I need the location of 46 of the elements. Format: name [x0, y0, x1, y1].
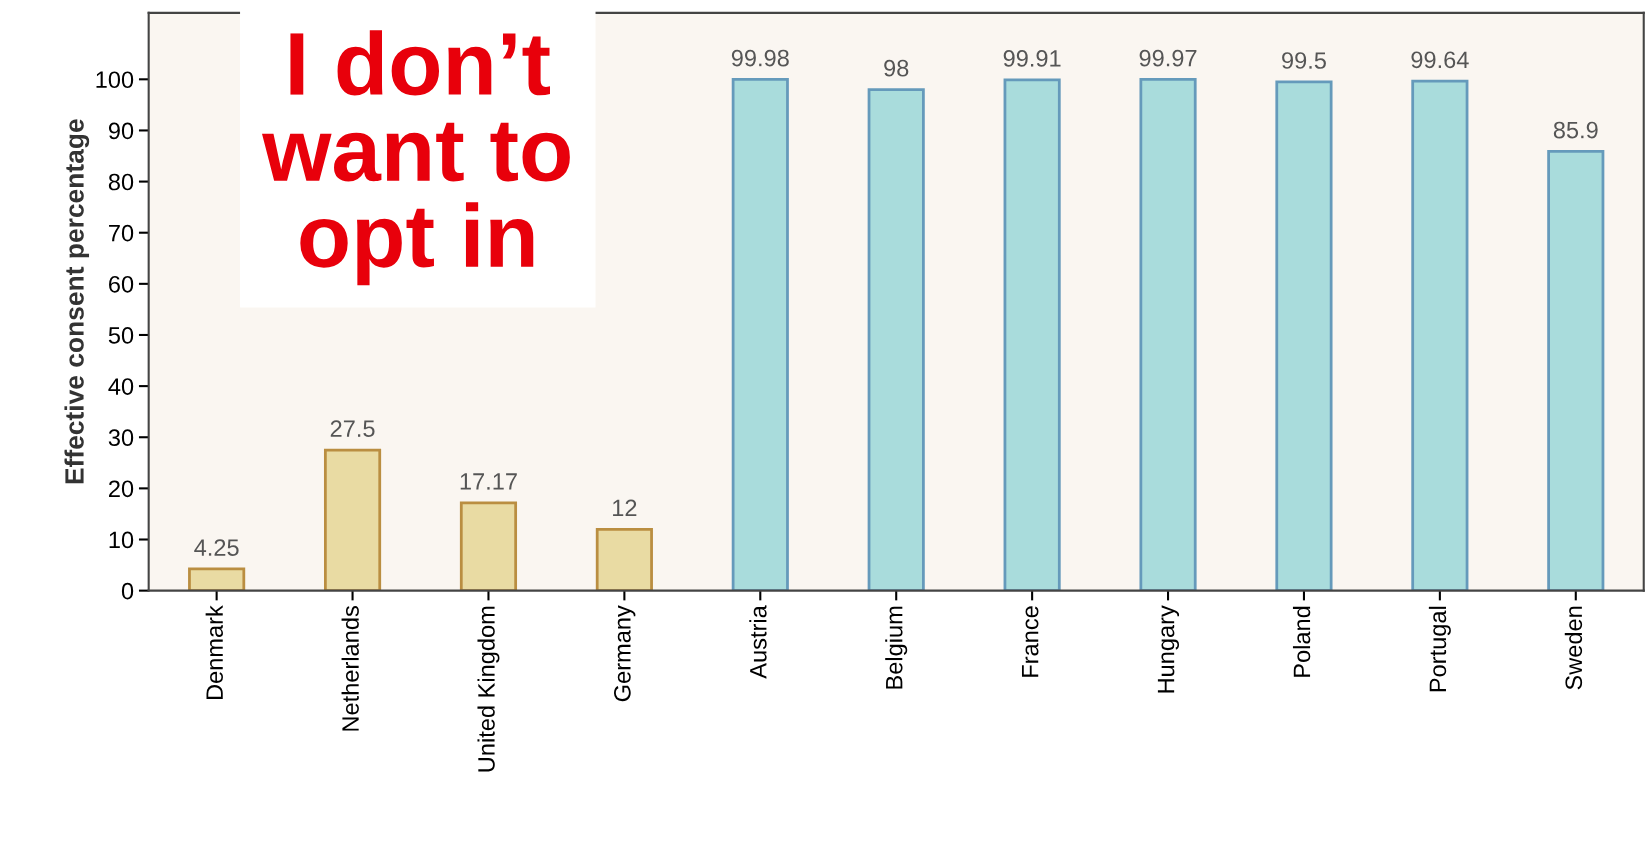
y-tick-label: 60: [109, 275, 134, 293]
x-tick-label: Belgium: [885, 606, 908, 689]
y-tick-label: 0: [121, 582, 134, 600]
bar: [459, 501, 518, 591]
data-label: 17.17: [460, 473, 517, 490]
data-label: 12: [613, 499, 637, 517]
bar: [731, 78, 789, 591]
bar: [1003, 78, 1061, 591]
bar: [595, 527, 653, 591]
y-axis-title: Effective consent percentage: [64, 119, 90, 484]
annotation: I don’t want to opt in: [262, 30, 570, 286]
bar: [1547, 150, 1605, 591]
y-tick-label: 10: [109, 531, 134, 549]
bar: [867, 88, 925, 591]
x-tick-label: Portugal: [1428, 606, 1451, 692]
data-label: 99.98: [731, 49, 789, 67]
y-tick-label: 70: [109, 224, 134, 242]
data-label: 99.64: [1411, 51, 1469, 69]
y-tick-label: 20: [109, 480, 134, 498]
y-tick-label: 90: [108, 122, 134, 140]
y-tick-label: 50: [108, 327, 134, 344]
bar: [188, 567, 246, 591]
y-tick-label: 40: [108, 378, 134, 395]
data-label: 4.25: [194, 539, 239, 556]
data-label: 27.5: [330, 420, 375, 438]
data-label: 99.91: [1003, 50, 1061, 67]
x-tick-label: Sweden: [1564, 606, 1583, 690]
y-tick-label: 30: [108, 429, 134, 447]
data-label: 98: [884, 59, 909, 77]
x-tick-label: Netherlands: [341, 606, 359, 731]
x-tick-label: France: [1021, 606, 1039, 677]
bar: [1411, 79, 1469, 591]
x-tick-label: Hungary: [1157, 605, 1180, 693]
x-tick-label: United Kingdom: [477, 606, 500, 772]
data-label: 85.9: [1553, 121, 1598, 139]
bar: [1275, 80, 1333, 591]
x-tick-label: Germany: [614, 605, 636, 702]
x-tick-label: Austria: [749, 605, 767, 679]
data-label: 99.5: [1282, 52, 1326, 69]
bar: [323, 448, 382, 591]
y-tick-label: 100: [96, 71, 134, 89]
x-tick-label: Poland: [1292, 606, 1311, 677]
data-label: 99.97: [1139, 49, 1197, 67]
bar: [1139, 78, 1197, 591]
x-tick-label: Denmark: [205, 605, 223, 700]
y-tick-label: 80: [108, 173, 134, 191]
